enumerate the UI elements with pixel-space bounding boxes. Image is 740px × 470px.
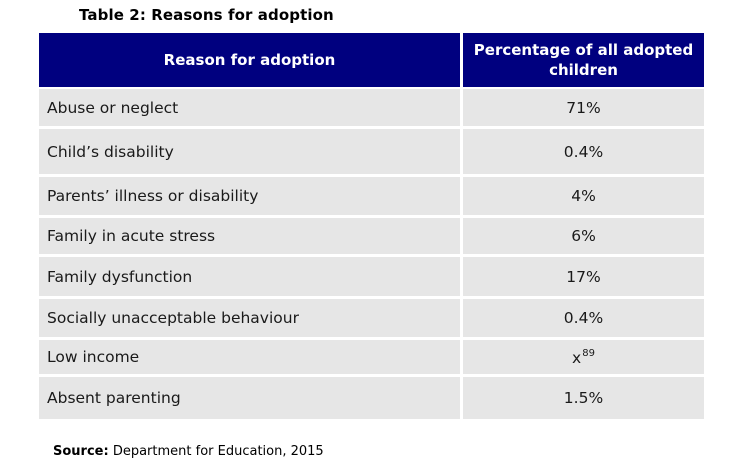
percentage-cell: 0.4% [463, 299, 704, 340]
percentage-value: 0.4% [563, 309, 604, 327]
percentage-cell: 6% [463, 218, 704, 257]
percentage-value: 0.4% [563, 142, 604, 161]
percentage-value: x [572, 348, 582, 367]
source-label: Source: [53, 444, 109, 459]
percentage-cell: 71% [463, 89, 704, 129]
percentage-cell: 1.5% [463, 377, 704, 419]
reason-cell: Child’s disability [39, 129, 463, 177]
percentage-cell: 4% [463, 177, 704, 218]
source-text: Department for Education, 2015 [112, 444, 324, 459]
table-row: Parents’ illness or disability 4% [39, 177, 704, 218]
percentage-value: 71% [566, 98, 601, 117]
table-row: Child’s disability 0.4% [39, 129, 704, 177]
reason-cell: Low income [39, 340, 463, 377]
table-row: Socially unacceptable behaviour 0.4% [39, 299, 704, 340]
percentage-cell: 17% [463, 257, 704, 299]
table-row: Low income x89 [39, 340, 704, 377]
table-row: Family in acute stress 6% [39, 218, 704, 257]
source-note: Source: Department for Education, 2015 [53, 444, 324, 459]
reasons-table: Reason for adoption Percentage of all ad… [39, 33, 704, 419]
percentage-value: 4% [571, 187, 596, 205]
table-row: Family dysfunction 17% [39, 257, 704, 299]
reason-cell: Socially unacceptable behaviour [39, 299, 463, 340]
header-row: Reason for adoption Percentage of all ad… [39, 33, 704, 89]
table-title: Table 2: Reasons for adoption [79, 6, 334, 24]
reason-cell: Family in acute stress [39, 218, 463, 257]
header-reason: Reason for adoption [39, 33, 463, 89]
reason-cell: Family dysfunction [39, 257, 463, 299]
table-row: Abuse or neglect 71% [39, 89, 704, 129]
percentage-value: 6% [571, 227, 596, 245]
percentage-cell: 0.4% [463, 129, 704, 177]
percentage-cell: x89 [463, 340, 704, 377]
header-percentage: Percentage of all adopted children [463, 33, 704, 89]
footnote-reference[interactable]: 89 [582, 347, 595, 359]
reason-cell: Parents’ illness or disability [39, 177, 463, 218]
reason-cell: Abuse or neglect [39, 89, 463, 129]
percentage-value: 17% [566, 267, 601, 286]
percentage-value: 1.5% [563, 389, 604, 407]
reason-cell: Absent parenting [39, 377, 463, 419]
table-row: Absent parenting 1.5% [39, 377, 704, 419]
